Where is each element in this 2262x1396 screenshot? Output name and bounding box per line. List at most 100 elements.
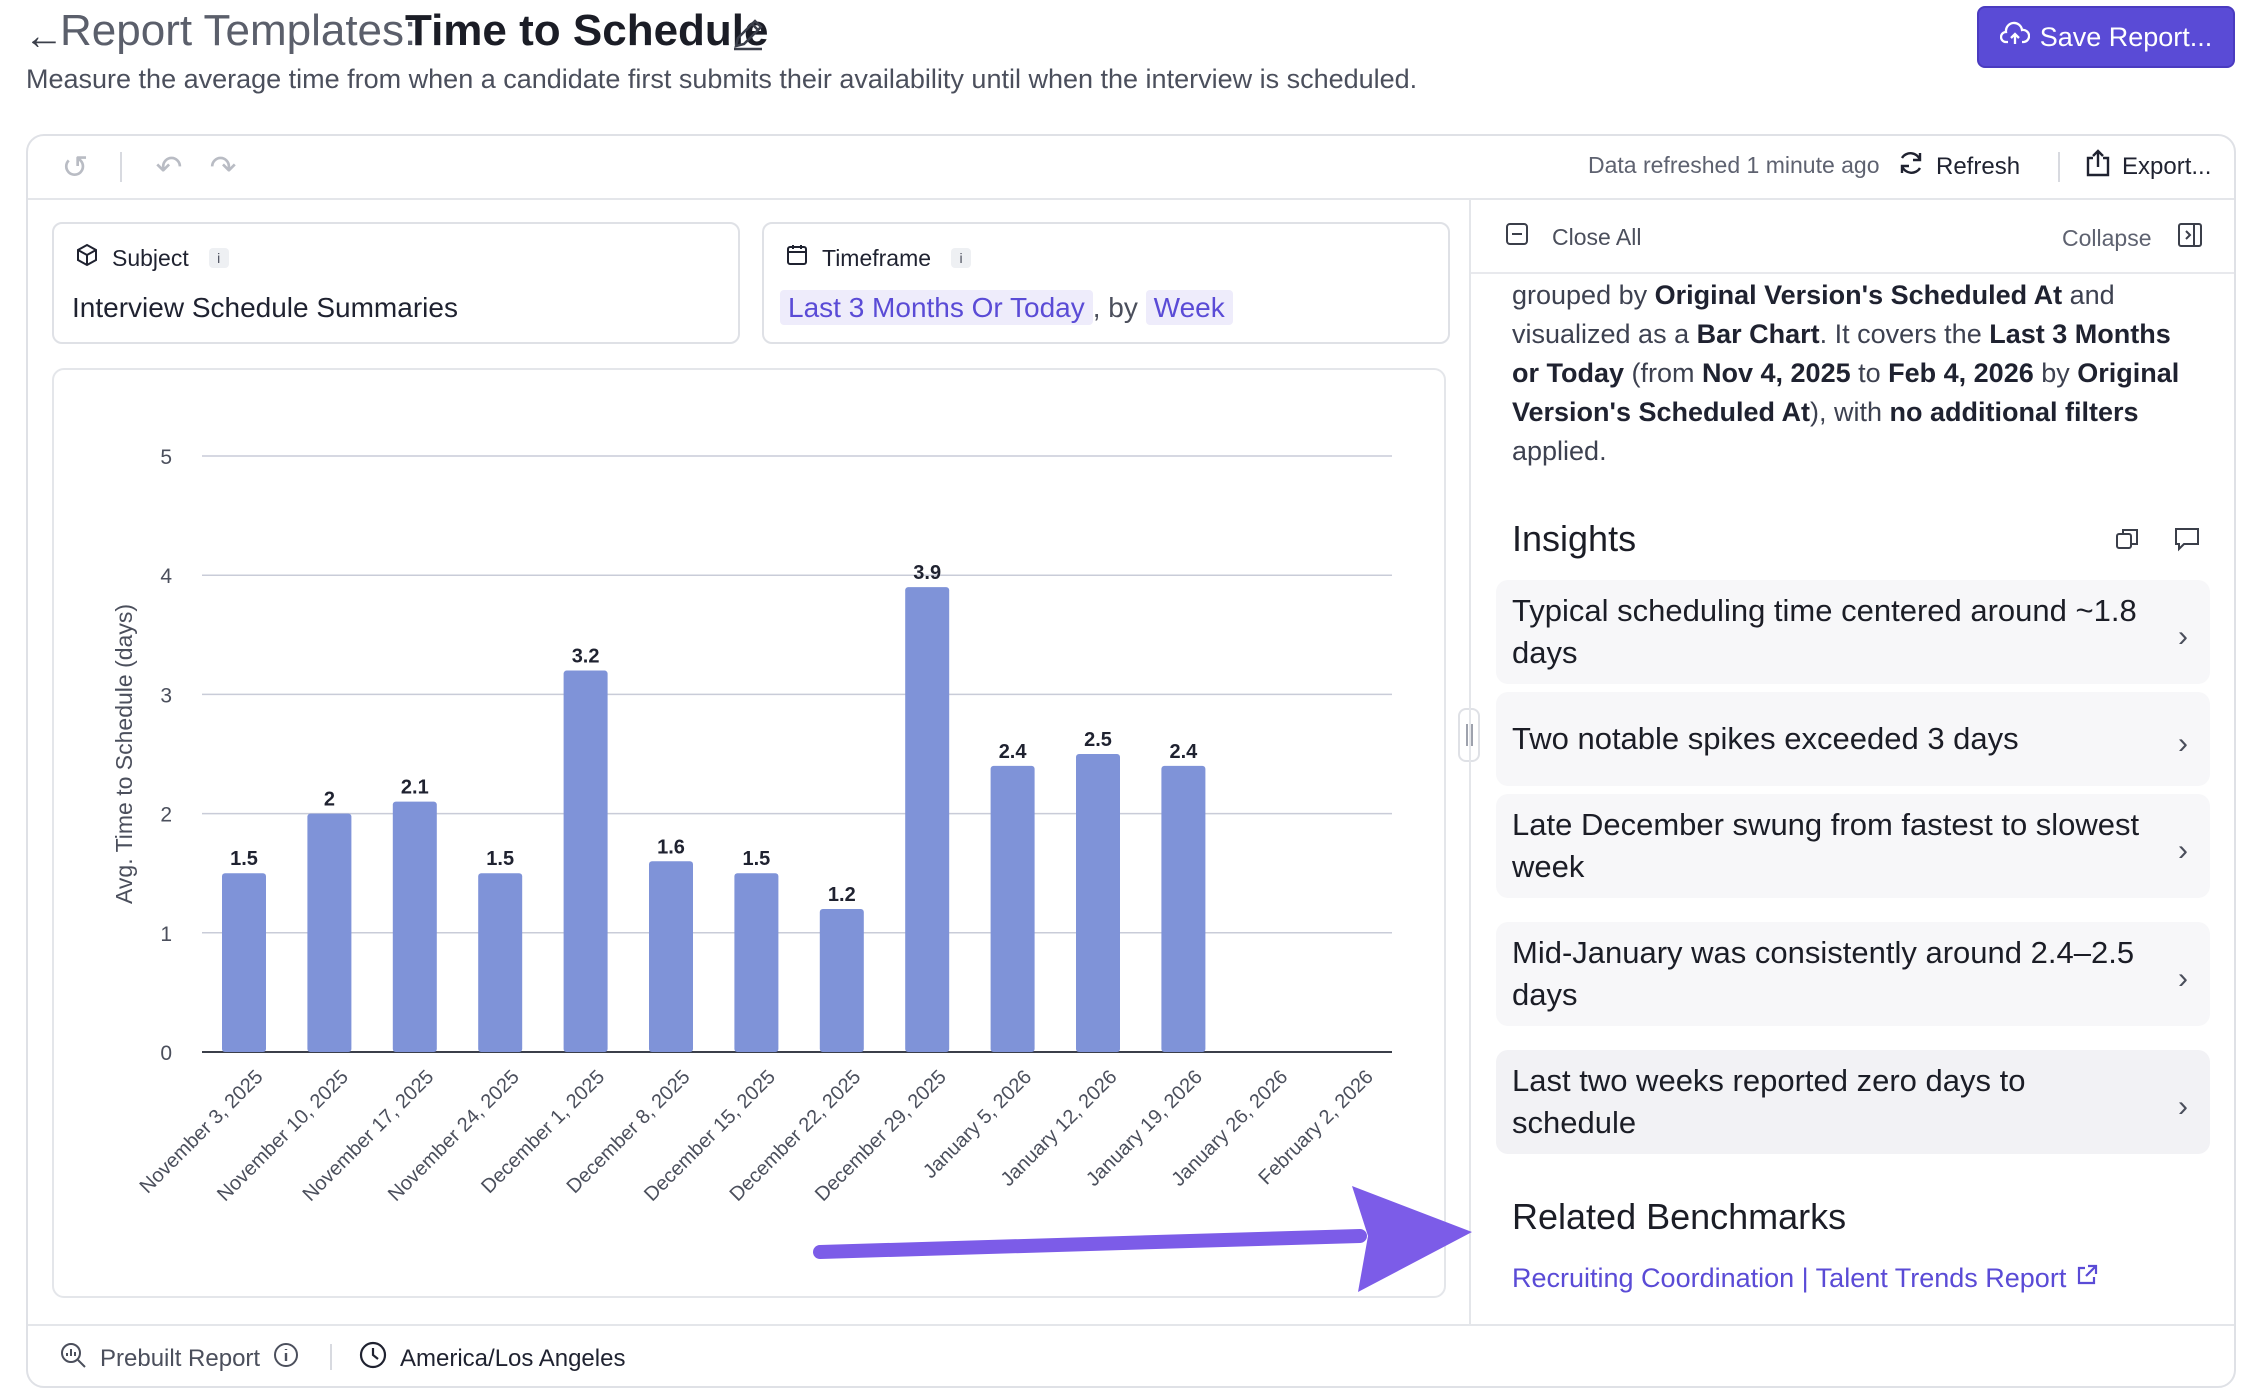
bar xyxy=(819,908,864,1052)
insight-text: Late December swung from fastest to slow… xyxy=(1512,807,2140,884)
bar xyxy=(905,587,950,1052)
cloud-upload-icon xyxy=(1999,21,2030,54)
timezone-indicator: America/Los Angeles xyxy=(358,1340,625,1377)
info-circle-icon[interactable] xyxy=(272,1341,300,1376)
page-title: Time to Schedule xyxy=(405,6,769,55)
reset-icon[interactable]: ↺ xyxy=(61,149,89,185)
insight-item[interactable]: Late December swung from fastest to slow… xyxy=(1496,794,2210,898)
cube-icon xyxy=(74,242,100,274)
y-tick-label: 2 xyxy=(160,804,172,827)
info-icon[interactable]: i xyxy=(951,248,972,268)
annotation-arrow xyxy=(813,1186,1472,1292)
chevron-right-icon: › xyxy=(2178,962,2188,995)
bar xyxy=(734,873,779,1052)
undo-icon[interactable]: ↶ xyxy=(155,149,183,185)
insights-heading: Insights xyxy=(1512,518,1637,559)
timeframe-selector[interactable]: Timeframe i Last 3 Months Or Today, by W… xyxy=(762,222,1450,344)
insight-text: Last two weeks reported zero days to sch… xyxy=(1512,1063,2026,1140)
data-label: 1.5 xyxy=(742,848,770,870)
export-button[interactable]: Export... xyxy=(2084,148,2211,185)
data-label: 1.2 xyxy=(828,884,856,906)
back-arrow-icon[interactable]: ← xyxy=(24,14,64,58)
refresh-label: Refresh xyxy=(1936,152,2021,180)
subject-value: Interview Schedule Summaries xyxy=(72,292,458,323)
info-icon[interactable]: i xyxy=(208,248,229,268)
breadcrumb[interactable]: Report Templates: xyxy=(60,6,417,55)
y-tick-label: 1 xyxy=(160,923,172,946)
toolbar-divider xyxy=(2058,152,2060,182)
subject-selector[interactable]: Subject i Interview Schedule Summaries xyxy=(52,222,740,344)
close-all-label: Close All xyxy=(1552,223,1642,250)
refresh-icon xyxy=(1896,148,1926,185)
bar xyxy=(1161,765,1206,1052)
insight-item[interactable]: Two notable spikes exceeded 3 days › xyxy=(1496,692,2210,786)
footer-divider xyxy=(28,1324,2234,1326)
insight-item[interactable]: Mid-January was consistently around 2.4–… xyxy=(1496,922,2210,1026)
data-label: 2.5 xyxy=(1084,729,1112,751)
collapse-label: Collapse xyxy=(2062,224,2152,251)
timezone-label: America/Los Angeles xyxy=(400,1344,626,1372)
data-label: 2.4 xyxy=(999,741,1028,763)
timeframe-label: Timeframe xyxy=(822,244,932,271)
bar xyxy=(307,813,352,1052)
bar xyxy=(990,765,1035,1052)
collapse-sidebar-icon xyxy=(2176,221,2204,255)
timeframe-by-text: , by xyxy=(1092,292,1138,323)
y-tick-label: 5 xyxy=(160,446,172,469)
export-label: Export... xyxy=(2122,152,2212,180)
edit-pencil-icon[interactable] xyxy=(728,14,768,54)
data-label: 1.5 xyxy=(486,848,514,870)
y-tick-label: 0 xyxy=(160,1042,172,1065)
insight-item[interactable]: Last two weeks reported zero days to sch… xyxy=(1496,1050,2210,1154)
data-label: 2 xyxy=(324,789,335,811)
copy-icon[interactable] xyxy=(2112,524,2142,554)
data-label: 2.4 xyxy=(1169,741,1198,763)
benchmark-link-text: Recruiting Coordination | Talent Trends … xyxy=(1512,1263,2067,1293)
chevron-right-icon: › xyxy=(2178,834,2188,867)
y-tick-label: 3 xyxy=(160,684,172,707)
comment-icon[interactable] xyxy=(2172,524,2202,554)
save-report-button[interactable]: Save Report... xyxy=(1977,6,2235,68)
insight-item[interactable]: Typical scheduling time centered around … xyxy=(1496,580,2210,684)
save-report-label: Save Report... xyxy=(2039,21,2213,52)
related-benchmarks-heading: Related Benchmarks xyxy=(1512,1196,1847,1237)
data-label: 1.6 xyxy=(657,836,685,858)
bar xyxy=(478,873,523,1052)
bar xyxy=(392,801,437,1052)
insight-text: Two notable spikes exceeded 3 days xyxy=(1512,721,2019,756)
data-label: 3.9 xyxy=(913,562,941,584)
benchmark-link[interactable]: Recruiting Coordination | Talent Trends … xyxy=(1512,1262,2100,1295)
page-description: Measure the average time from when a can… xyxy=(26,64,1418,94)
redo-icon[interactable]: ↷ xyxy=(209,149,237,185)
bar xyxy=(1076,754,1120,1052)
data-label: 2.1 xyxy=(401,777,429,799)
chevron-right-icon: › xyxy=(2178,727,2188,760)
report-toolbar xyxy=(28,136,2234,200)
right-panel-header xyxy=(1471,198,2234,274)
clock-icon xyxy=(358,1340,388,1377)
collapse-panel-button[interactable]: Collapse xyxy=(2062,221,2204,255)
timeframe-value: Last 3 Months Or Today, by Week xyxy=(780,290,1233,325)
close-all-button[interactable]: Close All xyxy=(1504,221,1641,253)
timeframe-range-pill[interactable]: Last 3 Months Or Today xyxy=(780,290,1093,325)
insight-text: Mid-January was consistently around 2.4–… xyxy=(1512,935,2135,1012)
report-summary: grouped by Original Version's Scheduled … xyxy=(1512,280,2180,466)
timeframe-label-row: Timeframe i xyxy=(784,242,972,274)
toolbar-divider xyxy=(120,152,122,182)
y-axis-label: Avg. Time to Schedule (days) xyxy=(111,604,137,904)
panel-divider xyxy=(1469,198,1471,1324)
timeframe-granularity-pill[interactable]: Week xyxy=(1145,290,1233,325)
prebuilt-label: Prebuilt Report xyxy=(100,1344,261,1372)
chevron-right-icon: › xyxy=(2178,1090,2188,1123)
prebuilt-report-indicator: Prebuilt Report xyxy=(58,1340,300,1377)
report-card xyxy=(26,134,2236,1388)
data-refreshed-status: Data refreshed 1 minute ago xyxy=(1588,152,1880,178)
external-link-icon xyxy=(2074,1262,2100,1295)
chevron-right-icon: › xyxy=(2178,620,2188,653)
bar xyxy=(222,873,266,1052)
chart-container: 0 1 2 3 4 5 Avg. Time to Schedule (days) 1.5 Nov… xyxy=(52,368,1446,1298)
bar xyxy=(563,670,608,1052)
bar xyxy=(649,861,693,1052)
refresh-button[interactable]: Refresh xyxy=(1896,148,2020,185)
